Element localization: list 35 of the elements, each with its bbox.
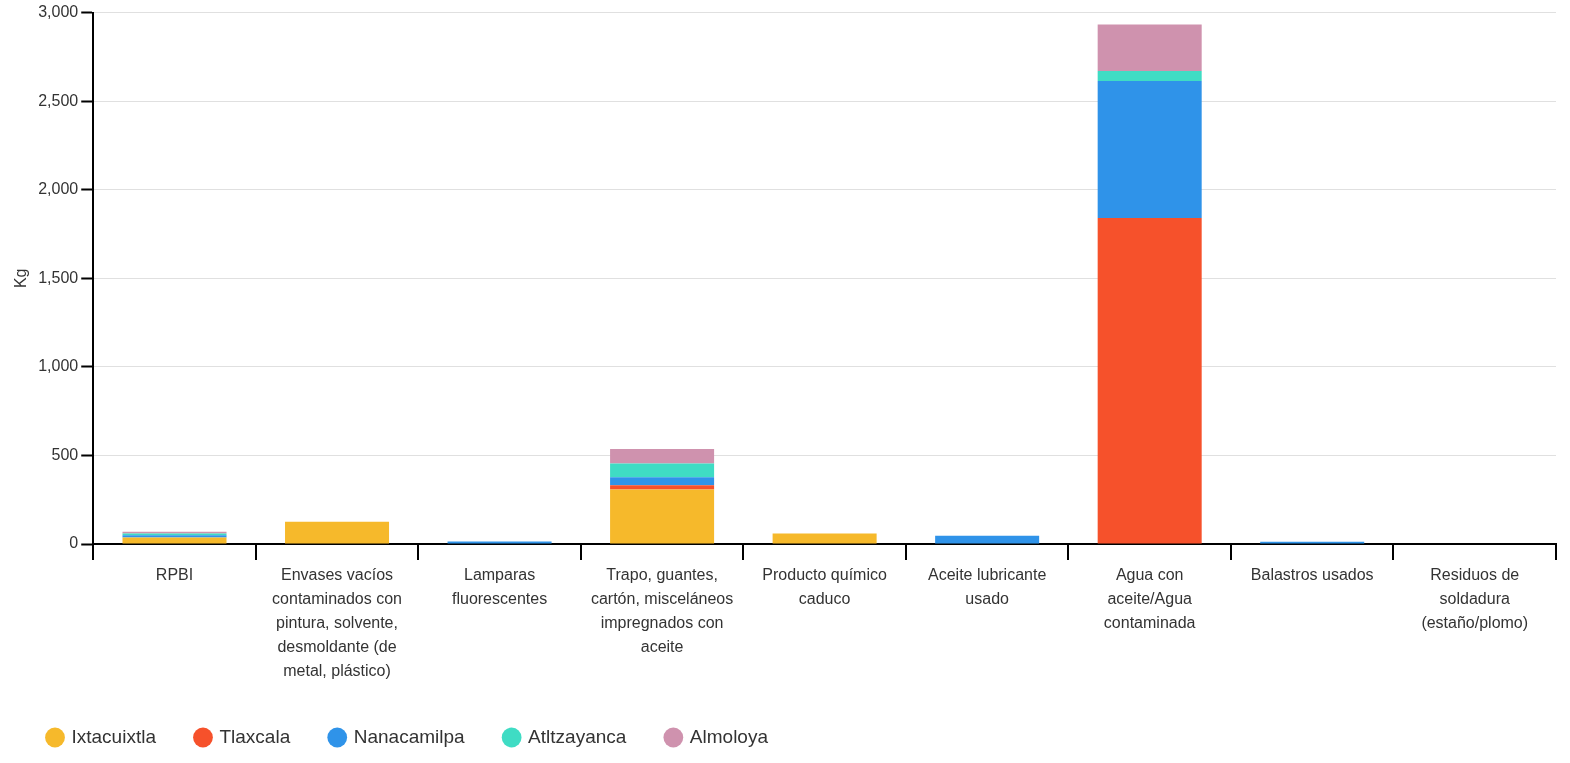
- x-tick-label: Trapo, guantes, cartón, misceláneos impregnados con aceite: [590, 566, 734, 656]
- y-tick-label: 1,000: [38, 357, 79, 375]
- bar: [1097, 70, 1202, 81]
- y-tick-label: 0: [69, 534, 79, 552]
- bar: [285, 521, 390, 544]
- x-tick-label: Producto químico caduco: [762, 566, 887, 608]
- x-tick-label: Lamparas fluorescentes: [451, 566, 548, 608]
- x-tick-label: RPBI: [155, 566, 194, 584]
- x-tick-label: Aceite lubricante usado: [928, 566, 1047, 608]
- bar: [610, 485, 715, 490]
- y-tick-label: 3,000: [38, 3, 79, 21]
- x-tick-label: Residuos de soldadura (estaño/plomo): [1421, 566, 1529, 632]
- legend-label: Ixtacuixtla: [71, 725, 157, 747]
- x-tick-label: Balastros usados: [1250, 566, 1374, 584]
- bar: [122, 537, 227, 544]
- bar: [610, 449, 715, 464]
- bar: [1097, 80, 1202, 218]
- legend-label: Tlaxcala: [219, 725, 291, 747]
- legend-label: Nanacamilpa: [353, 725, 466, 747]
- y-tick-label: 2,000: [38, 180, 79, 198]
- legend-label: Almoloya: [689, 725, 769, 747]
- legend-label: Atltzayanca: [528, 725, 627, 747]
- y-tick-label: 2,500: [38, 91, 79, 109]
- x-tick-label: Envases vacíos contaminados con pintura, solvente, desmoldante (de metal, plástico): [272, 566, 402, 680]
- y-tick-label: 1,500: [38, 268, 79, 286]
- bar: [610, 489, 715, 544]
- bar: [1097, 24, 1202, 71]
- bar: [610, 463, 715, 478]
- bar: [610, 477, 715, 486]
- bar: [772, 533, 877, 544]
- bar: [1097, 217, 1202, 544]
- bar: [935, 535, 1040, 544]
- x-tick-label: Agua con aceite/Agua contaminada: [1103, 566, 1196, 632]
- y-axis-title: Kg: [12, 268, 30, 289]
- y-tick-label: 500: [51, 445, 79, 463]
